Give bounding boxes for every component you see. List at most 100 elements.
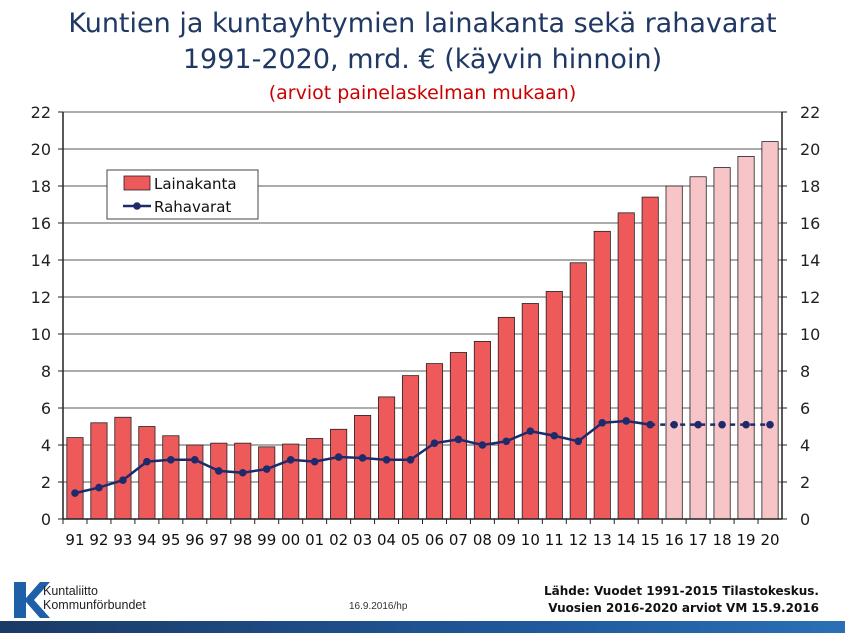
x-tick-label: 19 (737, 531, 756, 549)
y-tick-label-left: 10 (31, 325, 51, 344)
bar-lainakanta (473, 340, 491, 520)
x-tick-label: 08 (473, 531, 492, 549)
x-tick-label: 91 (65, 531, 84, 549)
x-tick-label: 09 (497, 531, 516, 549)
bar-lainakanta (761, 141, 779, 520)
point-rahavarat (286, 456, 295, 464)
x-tick-label: 20 (760, 531, 779, 549)
source-note: Lähde: Vuodet 1991-2015 Tilastokeskus. V… (544, 583, 819, 617)
bar-lainakanta (210, 442, 228, 520)
x-tick-label: 92 (89, 531, 108, 549)
date-note: 16.9.2016/hp (349, 601, 408, 612)
x-tick-label: 16 (665, 531, 684, 549)
bar-lainakanta (282, 443, 300, 520)
x-tick-label: 97 (209, 531, 228, 549)
y-tick-label-left: 16 (31, 214, 51, 233)
chart-subtitle: (arviot painelaskelman mukaan) (268, 82, 577, 104)
point-rahavarat (718, 420, 726, 429)
y-tick-label-right: 18 (800, 177, 820, 196)
bar-lainakanta (641, 196, 659, 520)
y-tick-label-left: 20 (31, 140, 51, 159)
point-rahavarat (191, 456, 199, 464)
point-rahavarat (742, 420, 750, 429)
bar-lainakanta (330, 428, 348, 520)
point-rahavarat (478, 441, 487, 449)
point-rahavarat (358, 454, 367, 462)
point-rahavarat (382, 456, 391, 464)
bar-lainakanta (689, 176, 707, 520)
logo-text: Kuntaliitto Kommunförbundet (43, 584, 146, 612)
y-tick-label-left: 0 (41, 510, 51, 529)
source-line1: Lähde: Vuodet 1991-2015 Tilastokeskus. (543, 584, 819, 598)
x-tick-label: 94 (137, 531, 156, 549)
legend-marker-rahavarat (133, 202, 141, 210)
y-tick-label-left: 8 (41, 362, 51, 381)
x-tick-label: 11 (545, 531, 564, 549)
x-tick-label: 04 (377, 531, 396, 549)
y-tick-label-left: 14 (31, 251, 51, 270)
x-tick-label: 02 (329, 531, 348, 549)
bar-lainakanta (306, 438, 324, 520)
y-tick-label-right: 10 (800, 325, 820, 344)
bar-lainakanta (521, 303, 539, 520)
bar-lainakanta (617, 212, 635, 520)
point-rahavarat (598, 419, 607, 427)
y-tick-label-right: 22 (800, 103, 820, 122)
legend-label-rahavarat: Rahavarat (154, 198, 231, 216)
bar-lainakanta (234, 442, 252, 520)
y-tick-label-right: 12 (800, 288, 820, 307)
bar-lainakanta (66, 437, 84, 520)
y-tick-label-right: 20 (800, 140, 820, 159)
bar-lainakanta (354, 414, 372, 520)
point-rahavarat (71, 489, 79, 497)
logo-line2: Kommunförbundet (43, 598, 146, 612)
y-tick-label-right: 16 (800, 214, 820, 233)
y-tick-label-left: 12 (31, 288, 51, 307)
chart-title-line1: Kuntien ja kuntayhtymien lainakanta sekä… (68, 8, 777, 39)
y-tick-label-right: 2 (800, 473, 810, 492)
y-tick-label-left: 22 (31, 103, 51, 122)
point-rahavarat (334, 453, 343, 461)
point-rahavarat (622, 417, 631, 425)
bar-lainakanta (162, 435, 180, 520)
x-tick-label: 98 (233, 531, 252, 549)
point-rahavarat (119, 476, 127, 484)
bar-lainakanta (114, 416, 132, 520)
point-rahavarat (262, 465, 271, 473)
point-rahavarat (670, 420, 678, 429)
point-rahavarat (430, 439, 439, 447)
x-tick-label: 93 (113, 531, 132, 549)
bar-lainakanta (258, 446, 276, 520)
bar-lainakanta (713, 167, 731, 520)
x-tick-label: 99 (257, 531, 276, 549)
bar-lainakanta (665, 185, 683, 520)
y-tick-label-left: 18 (31, 177, 51, 196)
y-tick-label-right: 6 (800, 399, 810, 418)
x-tick-label: 15 (641, 531, 660, 549)
x-tick-label: 06 (425, 531, 444, 549)
y-tick-label-left: 2 (41, 473, 51, 492)
y-tick-label-right: 8 (800, 362, 810, 381)
bar-lainakanta (401, 375, 420, 520)
chart-title-line2: 1991-2020, mrd. € (käyvin hinnoin) (182, 44, 663, 75)
point-rahavarat (646, 420, 654, 429)
kuntaliitto-logo-icon (14, 582, 50, 618)
legend-swatch-lainakanta (123, 175, 151, 191)
x-tick-label: 01 (305, 531, 324, 549)
bar-lainakanta (545, 291, 563, 520)
x-tick-label: 12 (569, 531, 588, 549)
logo-line1: Kuntaliitto (43, 584, 98, 598)
y-tick-label-right: 4 (800, 436, 810, 455)
point-rahavarat (574, 437, 583, 446)
point-rahavarat (238, 468, 247, 477)
bar-lainakanta (569, 262, 587, 520)
y-tick-label-left: 4 (41, 436, 51, 455)
x-tick-label: 03 (353, 531, 372, 549)
point-rahavarat (143, 457, 151, 466)
point-rahavarat (550, 431, 559, 440)
bar-lainakanta (593, 230, 611, 520)
point-rahavarat (214, 467, 223, 475)
x-tick-label: 95 (161, 531, 180, 549)
x-tick-label: 10 (521, 531, 540, 549)
